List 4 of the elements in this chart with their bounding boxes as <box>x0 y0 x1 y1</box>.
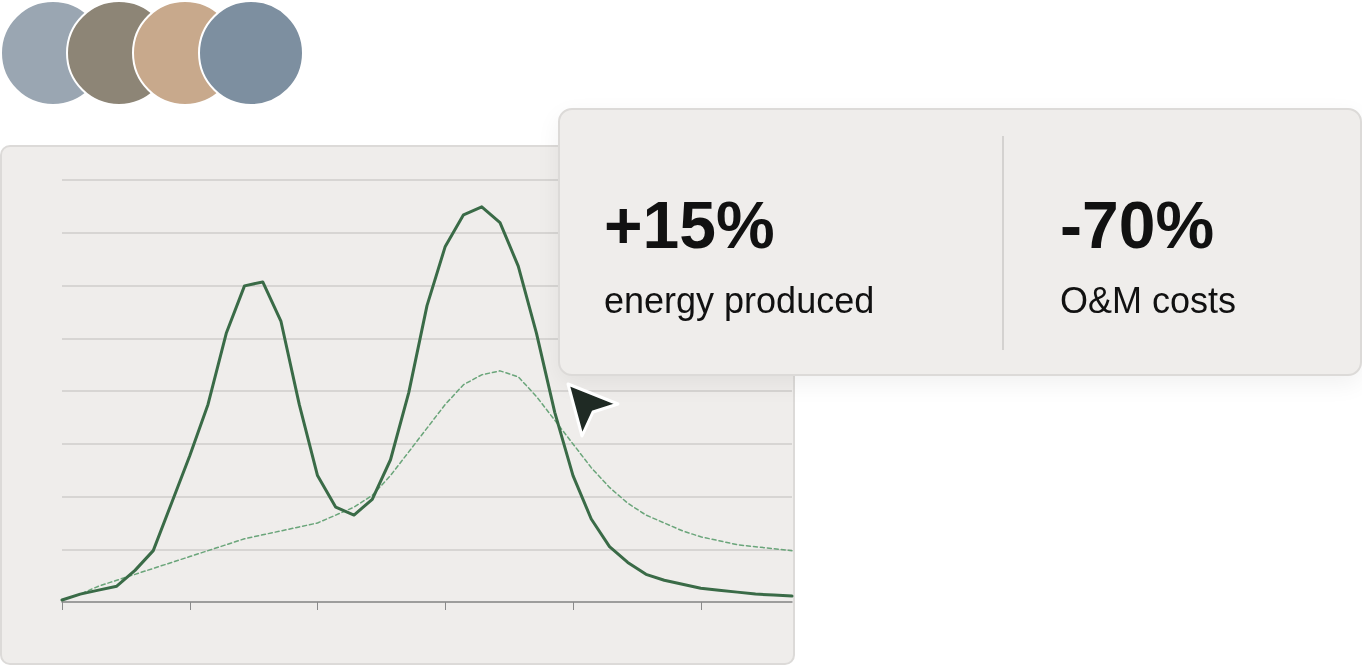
annotation: +15% <box>604 188 776 262</box>
text: O&M costs <box>1060 280 1238 322</box>
text: -70% <box>1060 188 1216 262</box>
annotation: energy produced <box>604 280 876 322</box>
